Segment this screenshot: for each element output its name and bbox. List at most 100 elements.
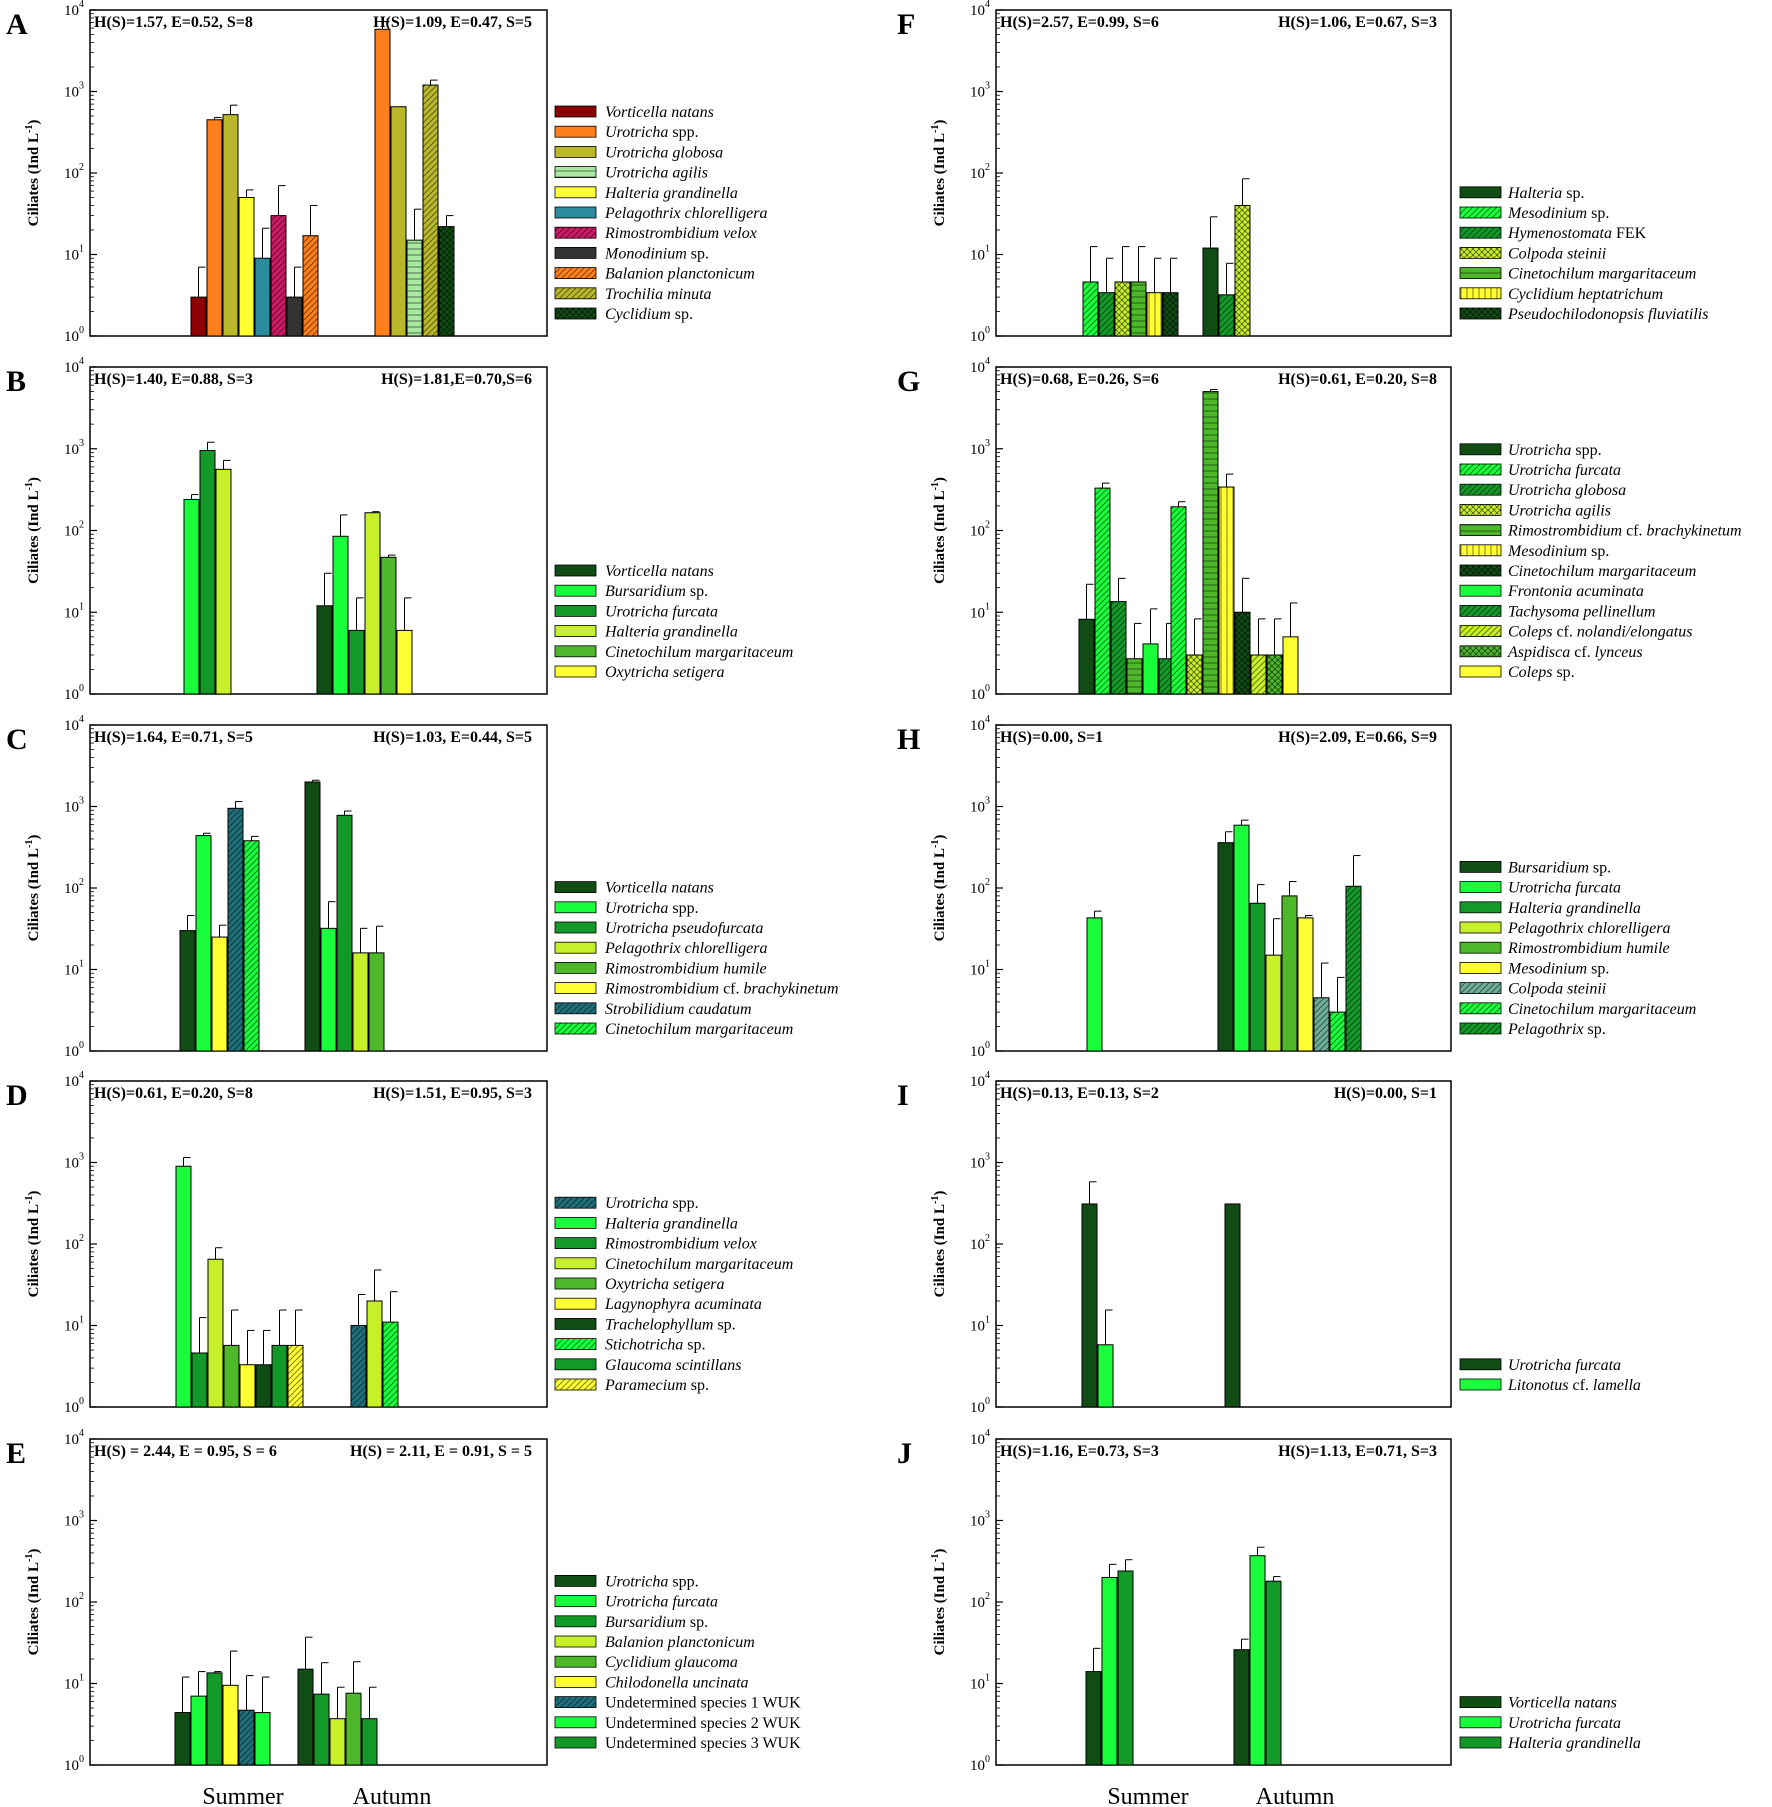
legend-item: Urotricha furcata [1459, 880, 1621, 897]
legend-swatch [554, 1217, 597, 1229]
y-tick-label: 103 [64, 81, 84, 101]
legend-item: Urotricha agilis [1459, 502, 1611, 519]
legend-label: Balanion planctonicum [605, 1634, 755, 1651]
bar-autumn-4 [352, 952, 369, 1052]
legend-item: Rimostrombidium cf. brachykinetum [554, 981, 839, 998]
legend-item: Mesodinium sp. [1459, 543, 1609, 560]
legend-item: Aspidisca cf. lynceus [1459, 644, 1643, 661]
legend-label: Cinetochilum margaritaceum [1508, 1001, 1696, 1018]
bar-summer-2 [175, 1165, 192, 1408]
y-tick-label: 102 [970, 520, 990, 540]
y-axis-label: Ciliates (Ind L-1) [930, 1191, 948, 1298]
legend-swatch [554, 206, 597, 219]
y-tick-label: 102 [64, 162, 84, 182]
diversity-stat-summer: H(S)=1.16, E=0.73, S=3 [1000, 1443, 1159, 1460]
legend-item: Colpoda steinii [1459, 245, 1606, 262]
diversity-stat-summer: H(S)=0.61, E=0.20, S=8 [94, 1085, 253, 1102]
y-tick-label: 100 [64, 683, 84, 703]
legend-label: Stichotricha sp. [605, 1337, 705, 1354]
legend-swatch [554, 665, 597, 678]
y-tick-label: 102 [970, 877, 990, 897]
diversity-stat-autumn: H(S)=1.03, E=0.44, S=5 [373, 729, 532, 746]
y-tick-label: 103 [64, 438, 84, 458]
bar-summer-8 [254, 1712, 271, 1766]
legend-label: Cinetochilum margaritaceum [605, 1021, 793, 1038]
legend-label: Vorticella natans [605, 563, 714, 580]
legend-swatch [1459, 443, 1502, 456]
legend-swatch [554, 1676, 597, 1688]
legend-label: Rimostrombidium velox [604, 225, 757, 242]
legend-item: Pelagothrix chlorelligera [554, 940, 767, 957]
y-tick-label: 103 [970, 438, 990, 458]
legend-item: Urotricha agilis [554, 165, 708, 182]
y-tick-label: 100 [970, 325, 990, 345]
diversity-stat-autumn: H(S) = 2.11, E = 0.91, S = 5 [350, 1443, 532, 1460]
legend-label: Rimostrombidium cf. brachykinetum [604, 981, 839, 998]
y-tick-label: 102 [970, 162, 990, 182]
legend-swatch [554, 1297, 597, 1310]
bar-autumn-1 [297, 1668, 314, 1766]
legend-swatch [554, 962, 597, 974]
legend-item: Undetermined species 3 WUK [554, 1735, 801, 1752]
legend-swatch [554, 1635, 597, 1648]
bar-summer-1 [1085, 1671, 1102, 1766]
legend-item: Oxytricha setigera [554, 1276, 725, 1293]
y-axis-label: Ciliates (Ind L-1) [930, 477, 948, 584]
y-tick-label: 104 [970, 1428, 990, 1448]
bar-autumn-1 [1224, 1203, 1241, 1408]
bar-summer-2 [190, 1695, 207, 1766]
legend-swatch [1459, 941, 1502, 954]
y-tick-label: 102 [64, 1591, 84, 1611]
legend-item: Cinetochilum margaritaceum [1459, 266, 1696, 283]
bar-summer-10 [287, 1344, 304, 1408]
legend-label: Urotricha furcata [1508, 462, 1621, 479]
legend-label: Colpoda steinii [1508, 245, 1606, 262]
bar-autumn-1 [1233, 1649, 1250, 1766]
legend-label: Halteria grandinella [604, 185, 738, 202]
legend-item: Rimostrombidium humile [1459, 940, 1670, 957]
legend-swatch [1459, 605, 1502, 617]
y-tick-label: 104 [64, 1070, 84, 1090]
y-axis-label: Ciliates (Ind L-1) [24, 477, 42, 584]
legend-swatch [554, 145, 597, 158]
legend-label: Chilodonella uncinata [605, 1674, 749, 1691]
legend-label: Oxytricha setigera [605, 664, 725, 681]
legend-swatch [554, 1237, 597, 1249]
diversity-stat-summer: H(S)=1.64, E=0.71, S=5 [94, 729, 253, 746]
legend-item: Halteria grandinella [1459, 900, 1641, 917]
legend-swatch [1459, 1378, 1502, 1391]
bar-summer-3 [222, 114, 239, 337]
legend-swatch [554, 1575, 597, 1587]
legend-label: Urotricha spp. [1508, 442, 1602, 459]
legend-swatch [1459, 1358, 1502, 1371]
y-tick-label: 104 [970, 1070, 990, 1090]
legend-item: Pelagothrix chlorelligera [1459, 920, 1670, 937]
bar-autumn-3 [313, 1693, 330, 1766]
panel-letter: C [6, 723, 28, 756]
bar-summer-7 [255, 1364, 272, 1408]
bar-summer-3 [199, 450, 216, 695]
legend-swatch [554, 166, 597, 179]
legend-item: Cinetochilum margaritaceum [554, 644, 793, 661]
bar-autumn-3 [348, 629, 365, 695]
legend-item: Stichotricha sp. [554, 1337, 705, 1354]
legend-label: Cinetochilum margaritaceum [605, 644, 793, 661]
y-tick-label: 100 [64, 325, 84, 345]
legend-label: Litonotus cf. lamella [1507, 1377, 1641, 1394]
bar-summer-5 [1126, 658, 1143, 695]
legend-label: Bursaridium sp. [1508, 859, 1611, 876]
diversity-stat-autumn: H(S)=0.00, S=1 [1334, 1085, 1437, 1102]
legend-swatch [554, 287, 597, 300]
panel-g: G H(S)=0.68, E=0.26, S=6 H(S)=0.61, E=0.20… [897, 356, 1742, 703]
y-tick-label: 102 [970, 1591, 990, 1611]
legend-item: Glaucoma scintillans [554, 1357, 741, 1374]
legend-swatch [554, 982, 597, 994]
legend-item: Chilodonella uncinata [554, 1674, 749, 1691]
x-category-summer-right: Summer [1107, 1784, 1188, 1807]
bar-autumn-4 [1234, 204, 1251, 337]
legend-swatch [554, 1002, 597, 1015]
legend-swatch [554, 1716, 597, 1729]
legend-item: Mesodinium sp. [1459, 960, 1609, 977]
legend-label: Urotricha spp. [605, 1195, 699, 1212]
panel-d: D H(S)=0.61, E=0.20, S=8 H(S)=1.51, E=0.95… [6, 1070, 793, 1416]
